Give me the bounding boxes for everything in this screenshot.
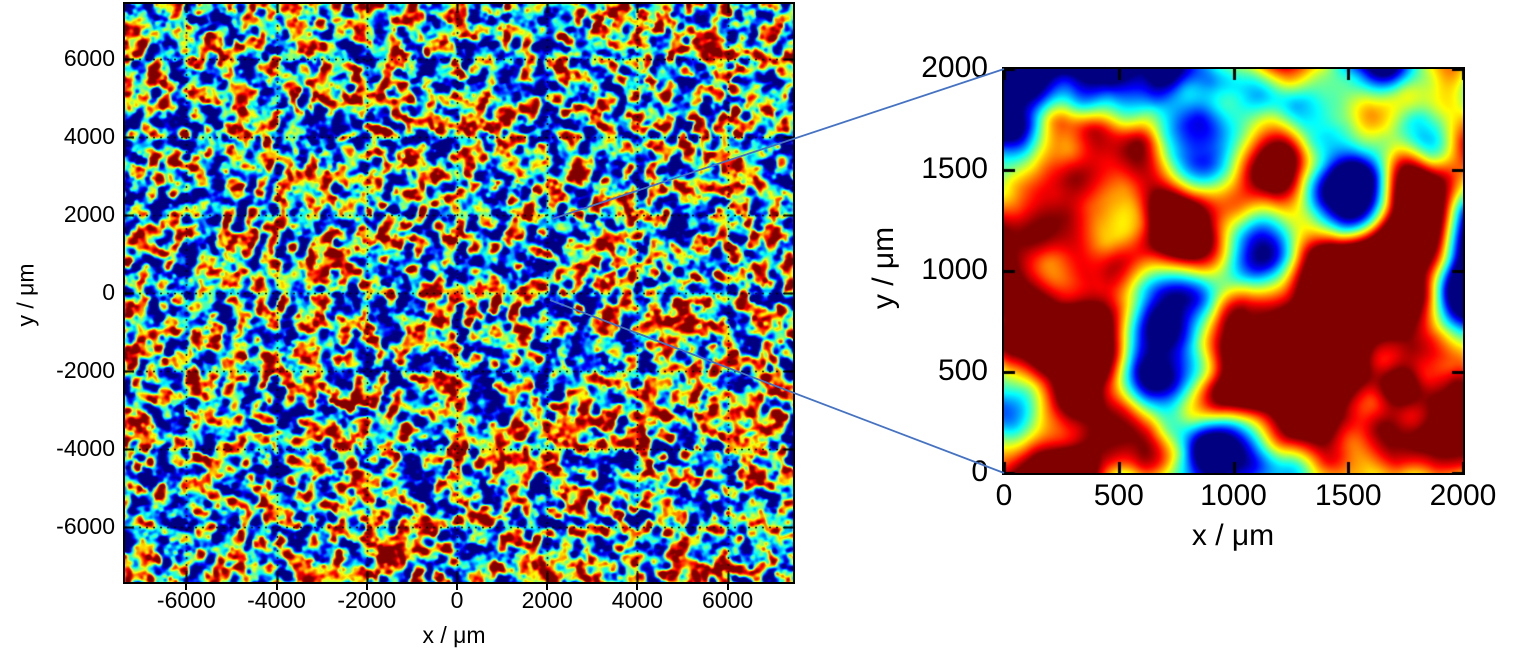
x-tick-label: 0 bbox=[995, 479, 1013, 512]
y-tick-label: -2000 bbox=[56, 357, 115, 383]
x-tick-label: 0 bbox=[450, 587, 464, 613]
x-tick-mark bbox=[185, 584, 188, 590]
x-tick-label: 1000 bbox=[1200, 479, 1267, 512]
y-tick-label: 0 bbox=[971, 455, 988, 488]
x-tick-mark bbox=[275, 584, 278, 590]
x-tick-mark bbox=[546, 584, 549, 590]
x-tick-mark bbox=[726, 584, 729, 590]
x-tick-mark bbox=[636, 584, 639, 590]
y-tick-label: 4000 bbox=[63, 123, 115, 149]
y-tick-label: 6000 bbox=[63, 45, 115, 71]
x-tick-label: 1500 bbox=[1314, 479, 1382, 512]
x-tick-label: 2000 bbox=[1429, 479, 1497, 512]
x-tick-label: 4000 bbox=[611, 587, 663, 613]
y-tick-label: 2000 bbox=[921, 51, 988, 84]
y-tick-label: 1000 bbox=[921, 253, 988, 286]
inset-heatmap-canvas bbox=[1002, 67, 1465, 475]
y-tick-label: -4000 bbox=[56, 435, 115, 461]
x-tick-label: 6000 bbox=[702, 587, 754, 613]
inset-y-axis-label: y / μm bbox=[867, 226, 900, 310]
overview-y-axis-label: y / μm bbox=[12, 263, 39, 327]
overview-x-axis-label: x / μm bbox=[422, 622, 486, 648]
x-tick-mark bbox=[365, 584, 368, 590]
overview-heatmap-canvas bbox=[123, 2, 795, 584]
inset-x-axis-label: x / μm bbox=[1191, 519, 1275, 552]
y-tick-label: 1500 bbox=[921, 152, 988, 185]
y-tick-label: 500 bbox=[937, 354, 988, 387]
y-tick-label: -6000 bbox=[56, 513, 115, 539]
x-tick-label: 500 bbox=[1093, 479, 1144, 512]
x-tick-label: -4000 bbox=[247, 587, 306, 613]
y-tick-label: 2000 bbox=[63, 201, 115, 227]
x-tick-mark bbox=[455, 584, 458, 590]
y-tick-label: 0 bbox=[102, 279, 115, 305]
x-tick-label: -6000 bbox=[156, 587, 216, 613]
x-tick-label: 2000 bbox=[521, 587, 573, 613]
x-tick-label: -2000 bbox=[337, 587, 397, 613]
